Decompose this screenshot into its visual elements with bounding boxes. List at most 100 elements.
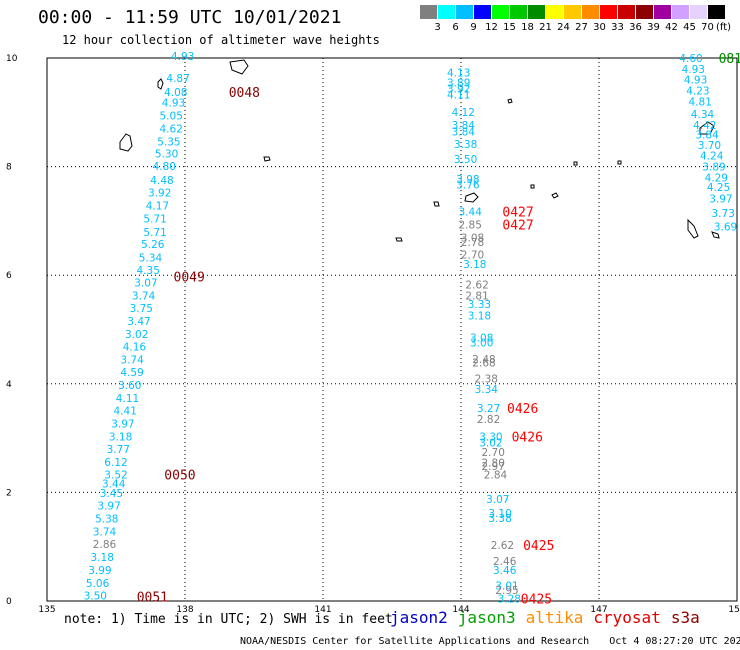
legend-label: 30 (593, 22, 606, 33)
wave-height-value: 5.71 (143, 214, 166, 226)
satellite-legend: jason2 jason3 altika cryosat s3a (390, 608, 710, 627)
wave-height-value: 4.29 (705, 172, 728, 184)
wave-height-value: 3.38 (488, 513, 511, 525)
wave-height-value: 2.62 (465, 279, 488, 291)
wave-height-value: 3.76 (456, 180, 480, 192)
wave-height-value: 3.50 (454, 154, 477, 166)
wave-height-value: 4.12 (452, 107, 475, 119)
island-outline (617, 160, 622, 165)
wave-height-value: 3.34 (475, 384, 499, 396)
wave-height-value: 3.97 (111, 418, 134, 430)
wave-height-value: 5.05 (160, 111, 183, 123)
wave-height-value: 2.86 (93, 539, 117, 551)
wave-height-value: 3.69 (714, 221, 737, 233)
legend-swatch (510, 5, 527, 19)
generated-timestamp: Oct 4 08:27:20 UTC 2021 (609, 636, 740, 647)
legend-label: 3 (434, 22, 441, 33)
legend-label: 33 (611, 22, 624, 33)
island-outline (507, 98, 513, 104)
y-tick-label: 8 (6, 163, 12, 173)
y-tick-label: 4 (6, 380, 12, 390)
wave-height-value: 3.98 (456, 174, 479, 186)
y-tick-label: 0 (6, 597, 12, 607)
wave-height-value: 4.17 (146, 201, 169, 213)
map-frame (46, 57, 738, 602)
credit-line: NOAA/NESDIS Center for Satellite Applica… (240, 636, 740, 647)
wave-height-value: 3.33 (468, 299, 491, 311)
legend-swatch (618, 5, 635, 19)
wave-height-value: 3.02 (479, 437, 502, 449)
island-outline (263, 156, 271, 162)
y-tick-label: 6 (6, 271, 12, 281)
wave-height-value: 3.84 (695, 130, 719, 142)
wave-height-value: 3.28 (498, 593, 521, 605)
island-outline (229, 59, 249, 75)
island-outline (551, 192, 559, 199)
wave-height-value: 5.06 (86, 578, 110, 590)
wave-height-value: 3.92 (447, 83, 470, 95)
wave-height-value: 2.78 (461, 237, 484, 249)
wave-height-value: 4.93 (684, 75, 707, 87)
wave-height-value: 4.34 (691, 109, 715, 121)
legend-label: 12 (485, 22, 498, 33)
legend-swatch (564, 5, 581, 19)
wave-height-value: 5.34 (139, 252, 163, 264)
island-outline (464, 192, 479, 203)
x-tick-label: 147 (590, 605, 607, 615)
wave-height-value: 3.77 (107, 444, 130, 456)
pass-time-label: 0051 (137, 591, 168, 606)
satellite-s3a: s3a (670, 608, 700, 627)
pass-time-label: 0427 (502, 206, 533, 221)
wave-height-value: 5.38 (95, 513, 118, 525)
pass-time-label: 0426 (512, 430, 543, 445)
legend-swatch (672, 5, 689, 19)
wave-height-value: 3.60 (118, 380, 141, 392)
wave-height-value: 2.85 (459, 220, 482, 232)
legend-swatch (708, 5, 725, 19)
wave-height-value: 3.18 (468, 310, 491, 322)
wave-height-value: 4.42 (693, 120, 716, 132)
satellite-jason3: jason3 (457, 608, 516, 627)
wave-height-value: 3.38 (454, 139, 477, 151)
pass-time-label: 0427 (502, 219, 533, 234)
color-scale-legend: 3 6 9 12 15 18 21 24 27 30 33 36 39 42 45 70 (ft) (420, 5, 731, 35)
wave-height-value: 4.23 (686, 86, 709, 98)
wave-height-value: 4.48 (150, 175, 173, 187)
wave-height-value: 3.07 (486, 494, 509, 506)
island-outline (157, 78, 164, 90)
wave-height-value: 3.84 (452, 126, 476, 138)
wave-height-value: 3.02 (125, 329, 148, 341)
wave-height-value: 3.45 (100, 488, 123, 500)
y-tick-label: 10 (6, 54, 18, 64)
wave-height-value: 4.93 (171, 51, 194, 63)
map-title: 00:00 - 11:59 UTC 10/01/2021 (38, 7, 342, 28)
wave-height-value: 4.59 (120, 367, 143, 379)
legend-swatch (420, 5, 437, 19)
legend-label: 27 (575, 22, 588, 33)
wave-height-value: 5.26 (141, 239, 165, 251)
x-tick-label: 138 (176, 605, 193, 615)
legend-label: 36 (629, 22, 642, 33)
island-outline (395, 237, 403, 242)
legend-label: 45 (683, 22, 696, 33)
pass-time-label: 0049 (174, 270, 205, 285)
island-outline (711, 231, 720, 239)
wave-height-value: 3.97 (97, 500, 120, 512)
wave-height-value: 3.44 (459, 207, 483, 219)
wave-height-value: 4.62 (160, 124, 183, 136)
wave-height-value: 3.74 (132, 290, 156, 302)
wave-height-value: 4.81 (689, 96, 712, 108)
legend-swatch (654, 5, 671, 19)
wave-height-value: 2.80 (482, 458, 505, 470)
wave-height-value: 3.99 (88, 565, 111, 577)
wave-height-value: 4.93 (682, 64, 705, 76)
island-outline (119, 133, 133, 152)
wave-height-value: 2.38 (475, 373, 498, 385)
legend-label: 9 (470, 22, 477, 33)
legend-swatch (600, 5, 617, 19)
wave-height-value: 4.11 (447, 89, 470, 101)
wave-height-value: 6.12 (104, 457, 127, 469)
wave-height-value: 5.35 (157, 137, 180, 149)
wave-height-value: 2.97 (482, 461, 505, 473)
